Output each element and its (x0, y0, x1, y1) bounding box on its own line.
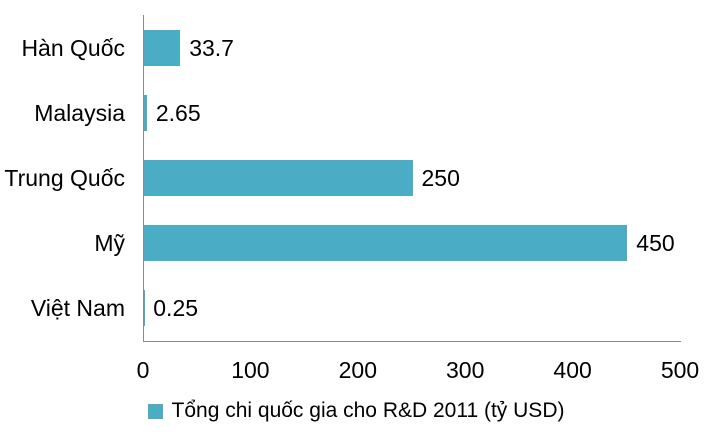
category-label: Trung Quốc (4, 165, 125, 191)
bar (144, 94, 147, 131)
legend-label: Tổng chi quốc gia cho R&D 2011 (tỷ USD) (171, 399, 565, 422)
legend: Tổng chi quốc gia cho R&D 2011 (tỷ USD) (0, 394, 712, 428)
category-label: Việt Nam (30, 295, 125, 322)
value-label: 0.25 (153, 295, 199, 322)
category-label: Malaysia (34, 99, 125, 126)
bar (144, 225, 628, 262)
x-tick-label: 100 (231, 357, 270, 383)
x-tick-label: 0 (136, 357, 150, 383)
plot-area (143, 15, 681, 342)
category-label: Hàn Quốc (21, 34, 125, 61)
bar (144, 160, 413, 196)
bar (144, 29, 181, 66)
x-tick-label: 400 (553, 357, 592, 383)
legend-swatch (147, 403, 163, 419)
value-label: 2.65 (155, 99, 201, 126)
value-label: 33.7 (189, 34, 234, 61)
x-tick-label: 200 (338, 357, 377, 383)
value-label: 450 (636, 230, 675, 257)
x-tick-label: 300 (446, 357, 485, 383)
x-tick-label: 500 (660, 357, 700, 383)
value-label: 250 (421, 165, 460, 191)
category-label: Mỹ (94, 230, 125, 257)
